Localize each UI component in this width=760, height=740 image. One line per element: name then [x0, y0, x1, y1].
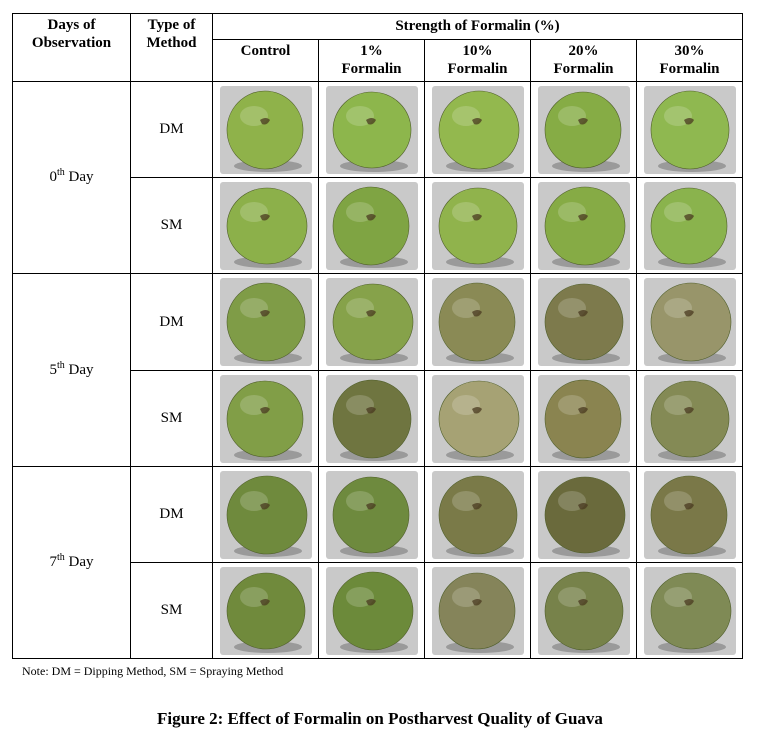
guava-photo	[537, 470, 630, 559]
table-row: 0th Day DM	[12, 81, 743, 274]
method-cell: SM	[130, 562, 213, 659]
guava-photo	[537, 278, 630, 366]
guava-photo	[537, 181, 630, 270]
guava-photo-cell	[318, 370, 425, 467]
guava-photo	[219, 566, 312, 655]
guava-photo	[537, 85, 630, 174]
method-cell: DM	[130, 81, 213, 178]
guava-photo	[325, 566, 418, 655]
guava-photo	[325, 374, 418, 463]
method-cell: SM	[130, 370, 213, 467]
guava-photo-cell	[636, 81, 743, 178]
method-cell: DM	[130, 466, 213, 563]
column-header-2: 10% Formalin	[424, 39, 531, 82]
guava-photo-cell	[636, 370, 743, 467]
guava-photo-cell	[212, 466, 319, 563]
table-row: 7th Day DM	[12, 466, 743, 659]
guava-photo	[219, 181, 312, 270]
table-row: 5th Day DM	[12, 273, 743, 467]
guava-photo-cell	[212, 370, 319, 467]
guava-photo	[643, 181, 736, 270]
column-header-3: 20% Formalin	[530, 39, 637, 82]
header-method: Type of Method	[130, 13, 213, 82]
guava-photo	[643, 374, 736, 463]
column-header-4: 30% Formalin	[636, 39, 743, 82]
guava-photo-cell	[636, 562, 743, 659]
guava-photo-cell	[636, 466, 743, 563]
guava-photo-cell	[530, 466, 637, 563]
guava-photo-cell	[530, 562, 637, 659]
column-header-1: 1% Formalin	[318, 39, 425, 82]
header-days: Days of Observation	[12, 13, 131, 82]
guava-photo-cell	[424, 370, 531, 467]
guava-photo	[219, 278, 312, 366]
guava-photo	[643, 278, 736, 366]
table-row: SM	[13, 370, 743, 467]
guava-photo-cell	[530, 177, 637, 274]
guava-photo-cell	[424, 177, 531, 274]
guava-photo-cell	[424, 273, 531, 371]
day-cell: 7th Day	[12, 466, 131, 659]
formalin-effect-table: Days of Observation Type of Method Strengt…	[12, 13, 743, 659]
guava-photo	[643, 566, 736, 655]
guava-photo	[431, 470, 524, 559]
column-header-0: Control	[212, 39, 319, 82]
guava-photo	[431, 85, 524, 174]
day-cell: 0th Day	[12, 81, 131, 274]
guava-photo-cell	[530, 81, 637, 178]
guava-photo-cell	[212, 562, 319, 659]
guava-photo-cell	[636, 177, 743, 274]
guava-photo-cell	[318, 466, 425, 563]
guava-photo	[219, 374, 312, 463]
method-cell: DM	[130, 273, 213, 371]
guava-photo-cell	[636, 273, 743, 371]
guava-photo	[325, 85, 418, 174]
day-cell: 5th Day	[12, 273, 131, 467]
guava-photo	[219, 470, 312, 559]
table-row: SM	[13, 562, 743, 659]
guava-photo-cell	[212, 273, 319, 371]
guava-photo-cell	[212, 177, 319, 274]
guava-photo	[537, 374, 630, 463]
guava-photo	[325, 181, 418, 270]
guava-photo-cell	[318, 177, 425, 274]
guava-photo	[431, 374, 524, 463]
guava-photo-cell	[424, 562, 531, 659]
table-note: Note: DM = Dipping Method, SM = Spraying…	[22, 664, 284, 678]
method-cell: SM	[130, 177, 213, 274]
guava-photo	[325, 278, 418, 366]
guava-photo	[431, 181, 524, 270]
guava-photo-cell	[318, 273, 425, 371]
guava-photo-cell	[318, 81, 425, 178]
guava-photo	[431, 566, 524, 655]
guava-photo	[537, 566, 630, 655]
header-strength: Strength of Formalin (%)	[212, 13, 743, 40]
figure-caption: Figure 2: Effect of Formalin on Postharv…	[157, 709, 603, 728]
guava-photo	[219, 85, 312, 174]
table-row: SM	[13, 177, 743, 274]
guava-photo	[325, 470, 418, 559]
guava-photo-cell	[318, 562, 425, 659]
guava-photo-cell	[530, 370, 637, 467]
guava-photo-cell	[212, 81, 319, 178]
guava-photo	[643, 470, 736, 559]
guava-photo-cell	[424, 81, 531, 178]
guava-photo	[431, 278, 524, 366]
guava-photo-cell	[424, 466, 531, 563]
guava-photo-cell	[530, 273, 637, 371]
guava-photo	[643, 85, 736, 174]
